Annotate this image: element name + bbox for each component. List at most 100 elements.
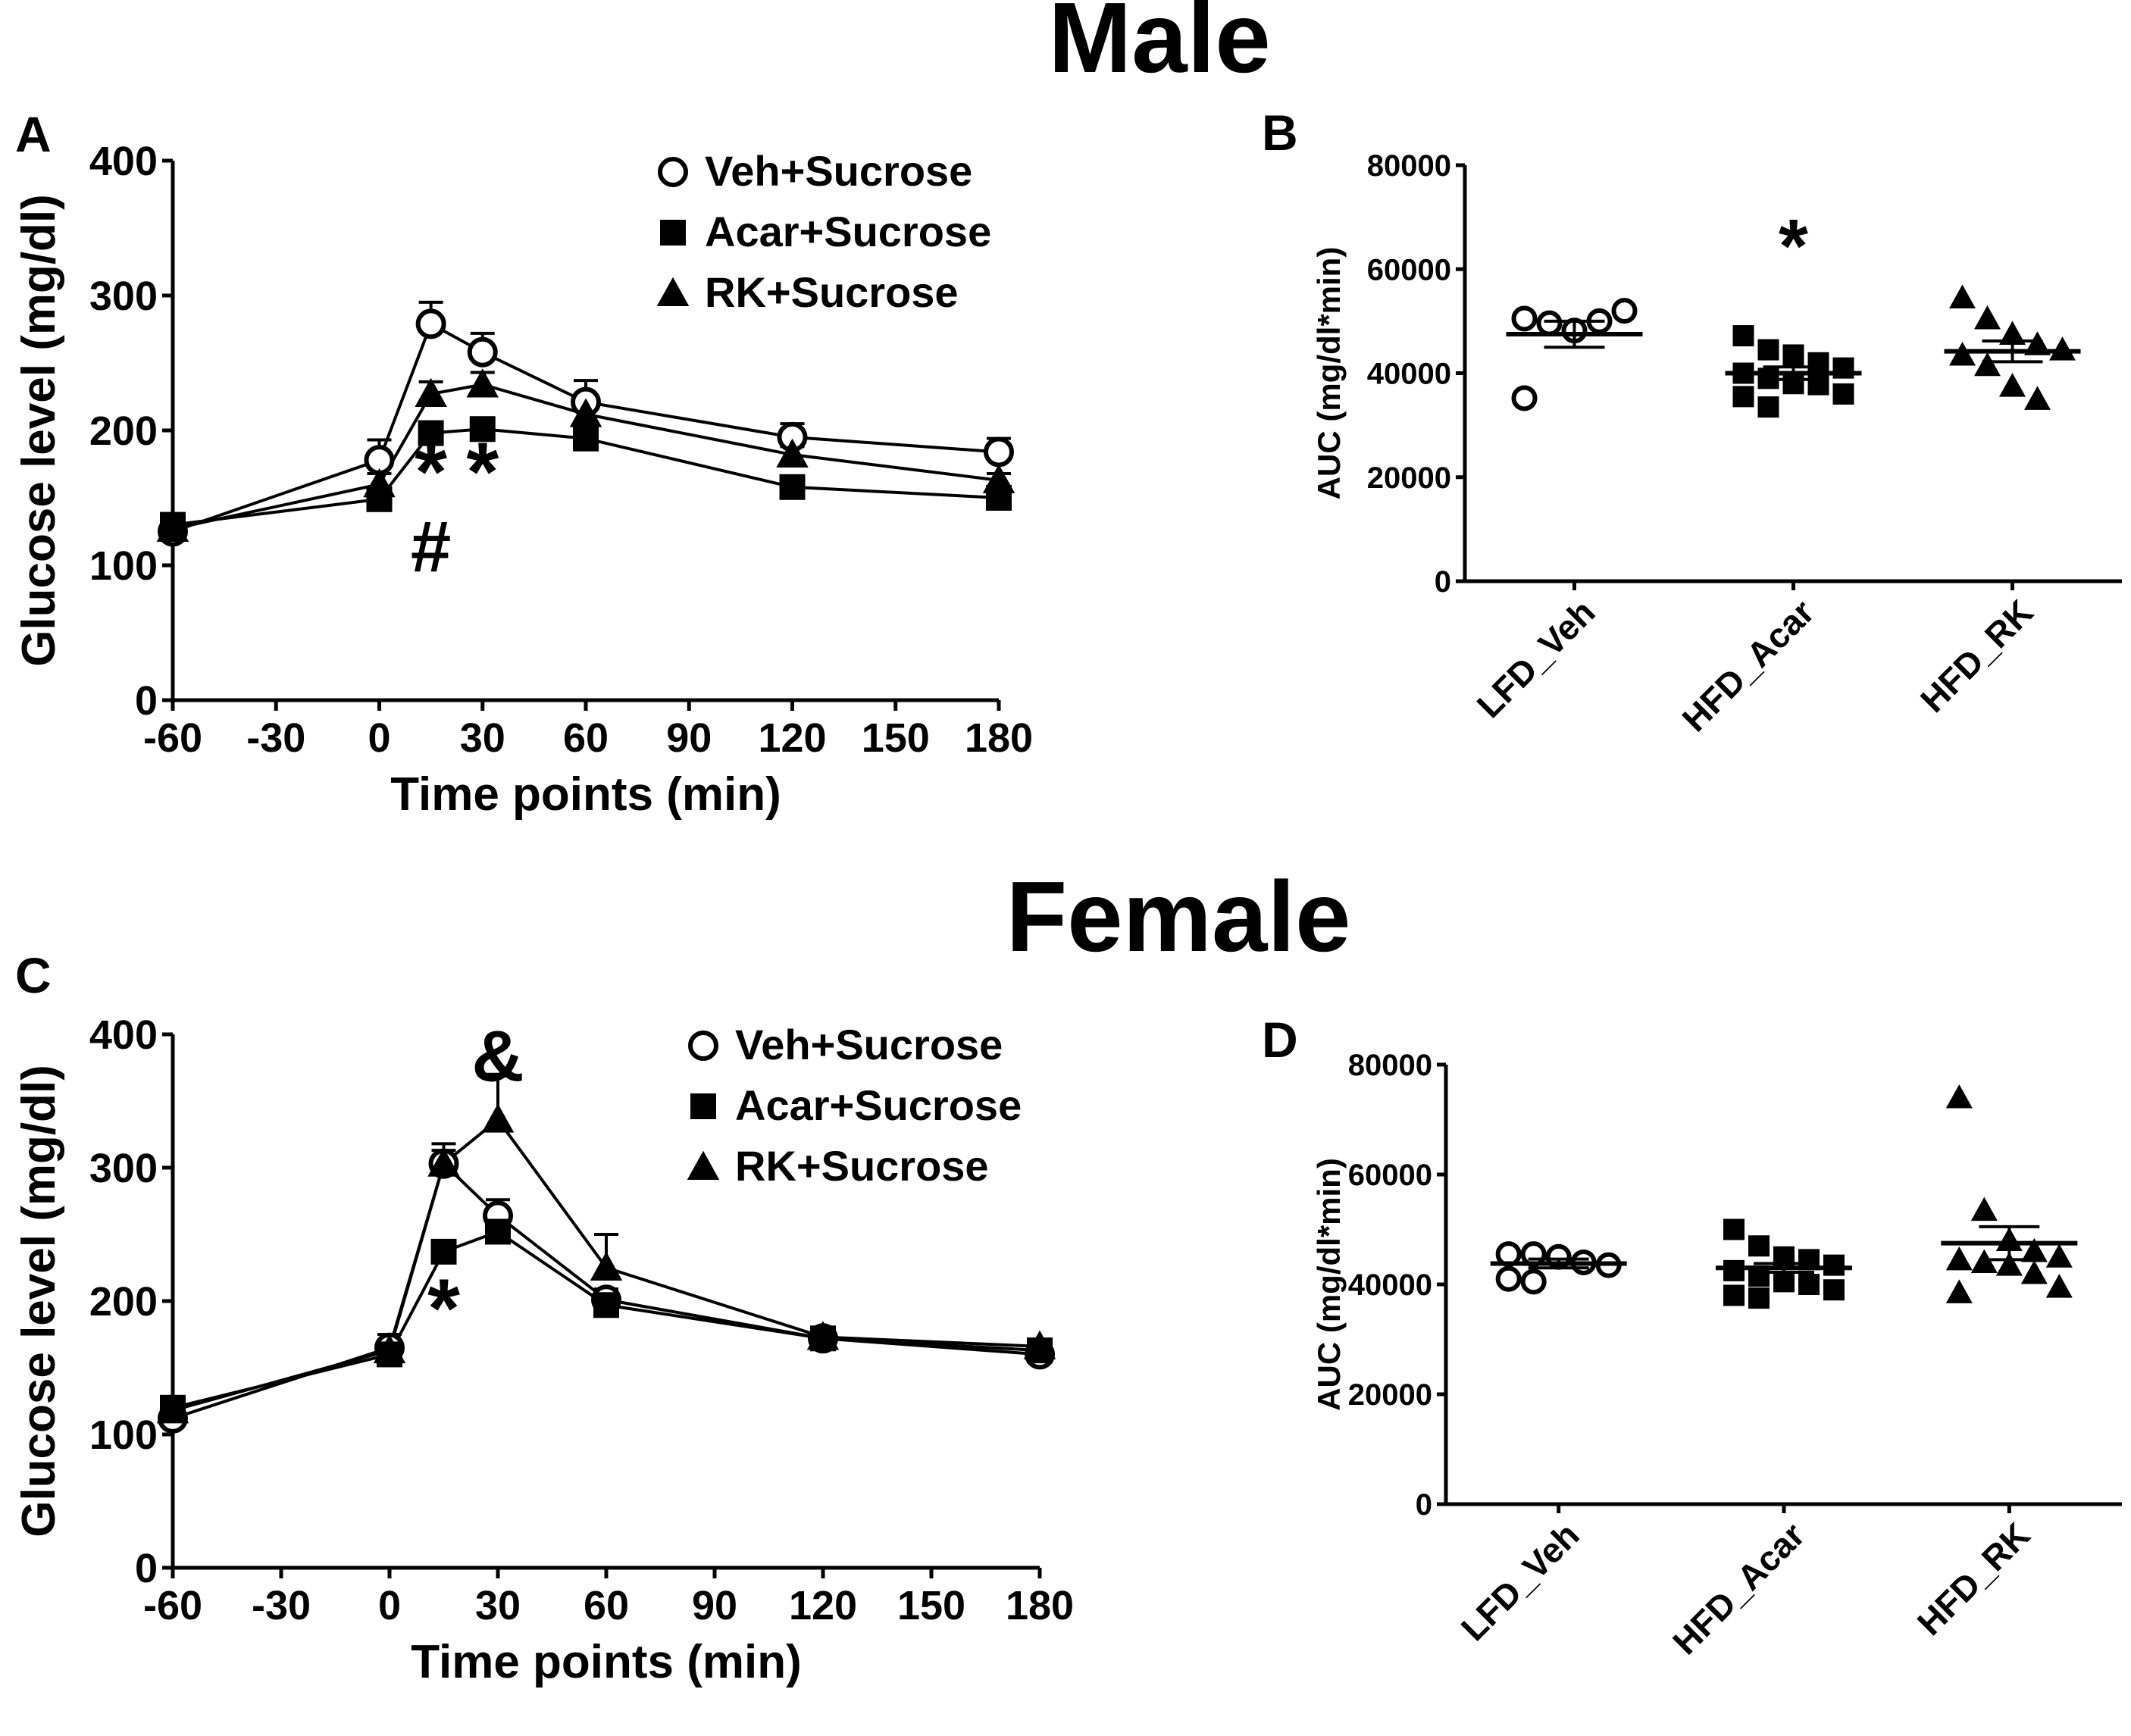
panel-b-x-tick-label: LFD_Veh [1469,592,1603,725]
panel-d-hfd-acar-point [1773,1271,1795,1293]
panel-a-y-tick-label: 0 [135,678,158,724]
panel-c-x-tick-label: 90 [692,1583,737,1628]
panel-d-x-tick-label: LFD_Veh [1454,1515,1587,1648]
panel-d-hfd-rk-point [1945,1084,1973,1109]
panel-c-glucose-line-chart: C 0 100 200 300 400 -60 -30 0 30 60 90 120 150 180 Time… [13,947,1074,1688]
panel-d-auc-scatter-chart: D 0 20000 40000 60000 80000 AUC (mg/dl*min) LFD… [1262,1012,2122,1662]
panel-b-lfd-veh-point [1611,298,1638,324]
panel-c-x-tick-label: -30 [252,1583,311,1628]
panel-b-hfd-rk-point [1974,305,2001,330]
panel-c-rk-sucrose-point [156,1394,189,1424]
panel-a-acar-sucrose-point [573,425,599,452]
panel-b-hfd-rk-point [1949,341,1976,366]
panel-c-x-axis-title: Time points (min) [411,1636,802,1688]
male-title: Male [1048,0,1270,93]
panel-c-legend-marker-veh-sucrose [688,1031,718,1061]
panel-a-acar-sucrose-point [469,416,496,443]
panel-c-x-tick-label: 60 [584,1583,629,1628]
panel-d-hfd-acar-point [1748,1287,1770,1309]
panel-b-significance-mark: * [1779,204,1808,289]
panel-d-hfd-rk-point [1970,1196,1998,1221]
panel-b-hfd-acar-point [1782,344,1804,366]
panel-d-hfd-acar-point [1823,1254,1845,1276]
female-title: Female [1006,861,1351,972]
panel-a-legend-label-rk-sucrose: RK+Sucrose [705,268,959,316]
panel-a-rk-sucrose-point [363,468,396,498]
panel-b-y-axis-title: AUC (mg/dl*min) [1311,247,1347,500]
panel-b-hfd-rk-point [2024,386,2051,410]
panel-a-veh-sucrose-point [467,336,498,368]
panel-b-hfd-rk-point [1999,321,2026,346]
panel-c-rk-sucrose-point [373,1334,406,1364]
panel-a-legend-label-acar-sucrose: Acar+Sucrose [705,208,991,255]
panel-b-hfd-rk-point [1999,373,2026,397]
panel-c-legend-marker-rk-sucrose [687,1150,720,1180]
panel-b-lfd-veh-point [1536,310,1563,336]
panel-b-hfd-acar-point [1732,386,1754,408]
panel-a-x-axis-title: Time points (min) [390,768,781,821]
panel-a-legend-marker-rk-sucrose [656,277,690,306]
panel-b-y-tick-label: 0 [1435,565,1451,599]
panel-d-y-tick-label: 20000 [1348,1378,1432,1412]
panel-c-acar-sucrose-point [593,1292,619,1318]
panel-d-x-tick-label: HFD_Acar [1665,1515,1812,1662]
panel-d-hfd-acar-point [1723,1259,1745,1281]
panel-a-glucose-line-chart: A 0 100 200 300 400 -60 -30 0 30 60 90 120 150 180 Time… [13,106,1033,821]
panel-c-y-tick-label: 300 [89,1146,158,1191]
panel-a-rk-sucrose-point [776,438,809,468]
panel-d-hfd-acar-point [1823,1279,1845,1301]
panel-b-hfd-acar-point [1757,339,1779,361]
panel-d-label: D [1262,1012,1298,1068]
panel-c-legend-label-acar-sucrose: Acar+Sucrose [735,1081,1022,1129]
panel-a-legend-label-veh-sucrose: Veh+Sucrose [705,147,972,195]
panel-a-y-tick-label: 200 [89,408,158,454]
panel-b-y-tick-label: 40000 [1367,358,1451,391]
panel-a-x-tick-label: 90 [666,715,712,761]
panel-c-label: C [15,947,52,1003]
panel-b-hfd-acar-point [1807,352,1829,374]
panel-c-significance-mark: * [427,1262,460,1356]
panel-b-y-tick-label: 60000 [1367,253,1451,286]
panel-d-hfd-rk-point [1945,1279,1973,1303]
panel-d-hfd-acar-point [1723,1284,1745,1306]
panel-b-lfd-veh-point [1511,305,1538,332]
panel-a-x-tick-label: 60 [563,715,609,761]
panel-c-rk-sucrose-point [590,1251,623,1281]
panel-a-legend-marker-veh-sucrose [658,157,688,187]
panel-c-legend-label-rk-sucrose: RK+Sucrose [735,1142,989,1190]
panel-a-rk-sucrose-point [982,464,1015,493]
panel-b-lfd-veh-point [1511,385,1538,411]
panel-c-y-tick-label: 100 [89,1412,158,1458]
panel-c-x-tick-label: 120 [789,1583,857,1628]
panel-a-veh-sucrose-point [984,436,1014,468]
panel-a-y-tick-label: 300 [89,274,158,319]
panel-d-y-tick-label: 0 [1416,1488,1432,1522]
panel-c-legend-label-veh-sucrose: Veh+Sucrose [735,1021,1003,1068]
panel-a-rk-sucrose-point [466,368,499,398]
panel-d-lfd-veh-point [1520,1268,1547,1295]
panel-d-y-tick-label: 80000 [1348,1049,1432,1082]
panel-c-legend-marker-acar-sucrose [690,1093,716,1119]
panel-c-y-tick-label: 200 [89,1279,158,1325]
panel-a-label: A [15,106,52,162]
panel-d-y-tick-label: 40000 [1348,1268,1432,1302]
panel-a-x-tick-label: 180 [965,715,1033,761]
panel-b-hfd-rk-point [2049,336,2076,361]
panel-d-hfd-acar-point [1723,1218,1745,1240]
panel-a-x-tick-label: -60 [143,715,202,761]
panel-c-y-tick-label: 0 [135,1546,158,1591]
panel-d-y-axis-title: AUC (mg/dl*min) [1311,1158,1347,1411]
panel-c-rk-sucrose-point [806,1321,840,1350]
panel-a-y-tick-label: 100 [89,543,158,589]
panel-c-x-tick-label: 0 [378,1583,401,1628]
panel-c-acar-sucrose-point [430,1238,457,1265]
panel-a-x-tick-label: 30 [460,715,505,761]
panel-b-hfd-rk-point [1949,284,1976,308]
panel-d-hfd-acar-point [1748,1235,1770,1257]
panel-a-rk-sucrose-point [156,512,189,542]
panel-d-hfd-rk-point [1945,1246,1973,1271]
panel-d-hfd-rk-point [1995,1252,2023,1276]
panel-c-x-tick-label: 30 [475,1583,521,1628]
panel-b-x-tick-label: HFD_RK [1913,592,2041,720]
